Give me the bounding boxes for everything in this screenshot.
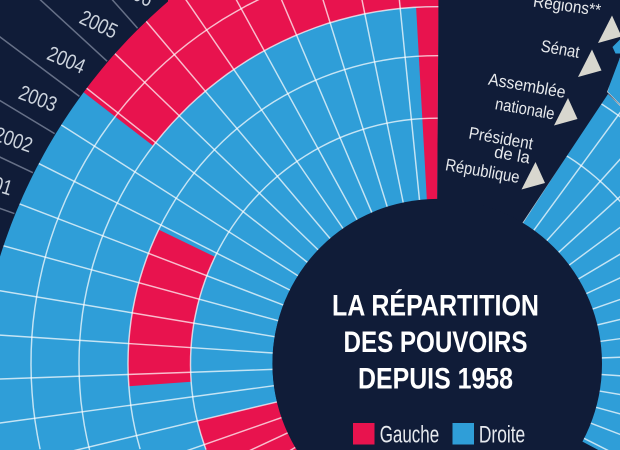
svg-text:DEPUIS 1958: DEPUIS 1958: [358, 363, 513, 396]
svg-text:LA RÉPARTITION: LA RÉPARTITION: [332, 289, 539, 323]
svg-text:DES POUVOIRS: DES POUVOIRS: [344, 326, 528, 359]
svg-text:Gauche: Gauche: [380, 422, 440, 449]
svg-text:Droite: Droite: [479, 422, 525, 449]
